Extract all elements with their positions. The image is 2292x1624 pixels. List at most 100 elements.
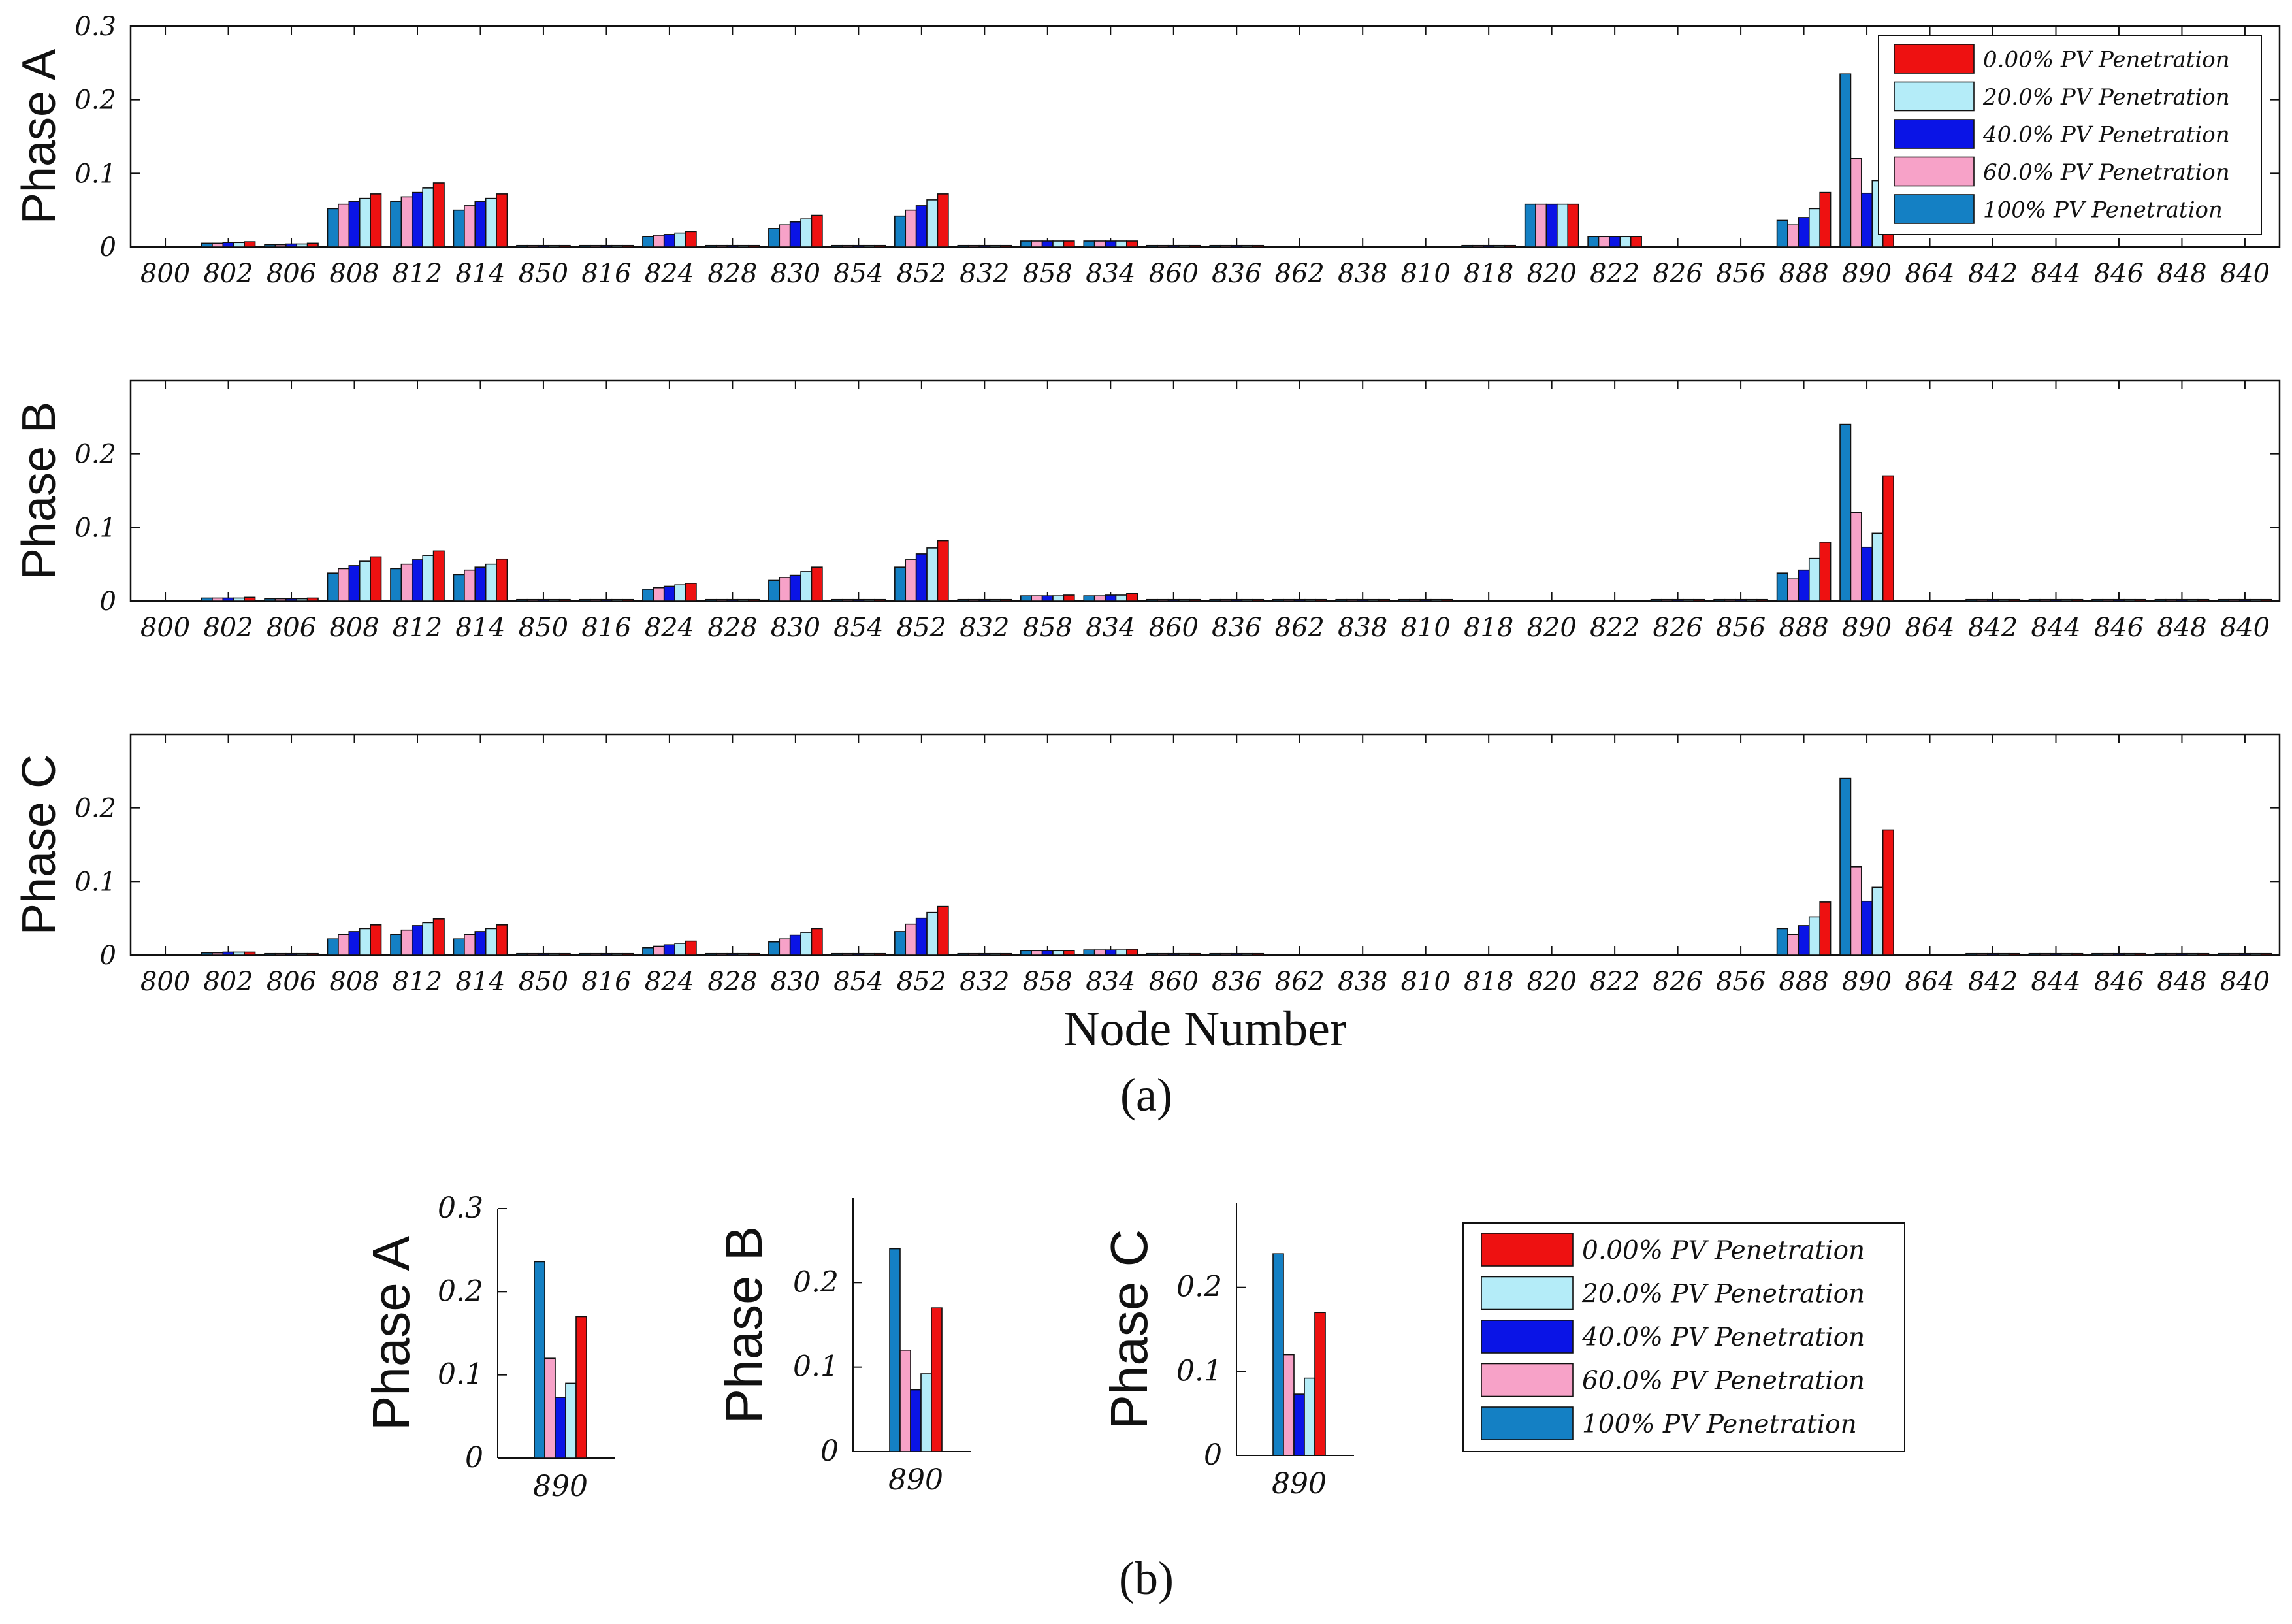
bar-a-phase-b-890-40-0-pv-penetration [1861, 546, 1873, 602]
x-tick-label: 848 [2157, 967, 2206, 997]
x-tick-label: 824 [645, 967, 694, 997]
bar-a-phase-b-808-20-0-pv-penetration [359, 560, 371, 602]
y-tick-label: 0 [100, 587, 116, 617]
bar-a-phase-a-820-60-0-pv-penetration [1535, 203, 1547, 248]
bar-a-phase-a-836-0-00-pv-penetration [1252, 244, 1265, 248]
panel-a-phase-b: 0 0.1 0.2 Phase B 800 802 806 808 812 814 850 816 82… [13, 379, 2281, 643]
bar-a-phase-b-848-60-0-pv-penetration [2165, 598, 2178, 602]
bar-a-phase-b-840-60-0-pv-penetration [2228, 598, 2240, 602]
bar-a-phase-b-838-100-pv-penetration [1335, 598, 1348, 602]
bar-a-phase-b-858-100-pv-penetration [1020, 595, 1032, 602]
y-tick-label: 0.2 [793, 1265, 839, 1299]
bar-a-phase-b-814-60-0-pv-penetration [464, 569, 476, 602]
legend-swatch-40-0-pv-penetration [1894, 119, 1975, 149]
bar-a-phase-b-812-60-0-pv-penetration [400, 563, 413, 602]
x-tick-label: 824 [645, 259, 694, 289]
x-tick-label: 820 [1526, 613, 1576, 643]
legend-label-20-0-pv-penetration: 20.0% PV Penetration [1581, 1280, 1865, 1309]
bar-a-phase-a-812-60-0-pv-penetration [400, 196, 413, 248]
bar-a-phase-c-806-20-0-pv-penetration [296, 952, 308, 956]
bar-a-phase-c-848-20-0-pv-penetration [2186, 952, 2199, 956]
x-tick-label: 844 [2031, 967, 2080, 997]
x-tick-label: 808 [329, 613, 379, 643]
y-axis-label: Phase A [13, 49, 65, 224]
legend-swatch-60-0-pv-penetration [1894, 156, 1975, 187]
bar-a-phase-b-832-0-00-pv-penetration [1000, 598, 1012, 602]
bar-a-phase-b-840-20-0-pv-penetration [2250, 598, 2262, 602]
x-tick-label: 852 [897, 613, 946, 643]
bar-a-phase-c-848-40-0-pv-penetration [2176, 952, 2188, 956]
bar-a-phase-a-818-0-00-pv-penetration [1504, 244, 1516, 248]
bar-a-phase-b-806-20-0-pv-penetration [296, 598, 308, 602]
y-tick-label: 0.1 [74, 159, 116, 189]
x-tick-label: 846 [2094, 259, 2144, 289]
x-tick-label: 890 [1272, 1467, 1327, 1501]
bar-a-phase-a-858-60-0-pv-penetration [1031, 240, 1043, 248]
x-tick-label: 828 [707, 967, 757, 997]
bar-a-phase-a-854-100-pv-penetration [831, 244, 843, 248]
x-tick-label: 802 [203, 259, 253, 289]
bar-a-phase-b-862-100-pv-penetration [1272, 598, 1284, 602]
bar-a-phase-b-834-40-0-pv-penetration [1105, 594, 1117, 602]
bar-a-phase-a-824-0-00-pv-penetration [685, 231, 697, 248]
bar-a-phase-b-838-40-0-pv-penetration [1357, 598, 1369, 602]
bar-a-phase-a-816-100-pv-penetration [579, 244, 591, 248]
bar-a-phase-a-860-60-0-pv-penetration [1157, 244, 1169, 248]
bar-a-phase-c-850-100-pv-penetration [516, 952, 528, 956]
x-tick-label: 808 [329, 259, 379, 289]
bar-a-phase-b-890-20-0-pv-penetration [1871, 532, 1884, 602]
x-axis-label: Node Number [1064, 1001, 1347, 1056]
bar-a-phase-a-824-60-0-pv-penetration [653, 235, 665, 248]
bar-b-phase-c-890-60-0-pv-penetration [1283, 1354, 1295, 1456]
bar-a-phase-b-808-0-00-pv-penetration [370, 556, 382, 602]
bar-a-phase-a-832-20-0-pv-penetration [989, 244, 1001, 248]
bar-a-phase-b-828-40-0-pv-penetration [726, 598, 739, 602]
y-tick-label: 0.3 [438, 1192, 483, 1225]
bar-a-phase-c-816-60-0-pv-penetration [590, 952, 602, 956]
bar-a-phase-b-826-100-pv-penetration [1650, 598, 1662, 602]
x-tick-label: 854 [833, 259, 883, 289]
bar-a-phase-b-824-100-pv-penetration [642, 589, 654, 602]
bar-a-phase-b-888-20-0-pv-penetration [1808, 557, 1820, 602]
x-tick-label: 822 [1590, 967, 1639, 997]
x-tick-label: 858 [1023, 613, 1073, 643]
legend-swatch-20-0-pv-penetration [1481, 1276, 1574, 1310]
bar-b-phase-b-890-60-0-pv-penetration [899, 1350, 911, 1452]
x-tick-label: 800 [140, 613, 190, 643]
bar-a-phase-a-822-60-0-pv-penetration [1598, 236, 1610, 248]
x-tick-label: 862 [1275, 967, 1325, 997]
bar-a-phase-b-842-60-0-pv-penetration [1976, 598, 1988, 602]
bar-a-phase-b-830-60-0-pv-penetration [779, 577, 791, 602]
x-tick-label: 816 [581, 613, 631, 643]
bar-a-phase-b-852-20-0-pv-penetration [926, 547, 939, 602]
bar-a-phase-c-834-60-0-pv-penetration [1093, 949, 1106, 956]
bar-a-phase-c-852-0-00-pv-penetration [937, 905, 949, 956]
bar-a-phase-b-814-20-0-pv-penetration [485, 563, 497, 602]
bar-a-phase-b-856-100-pv-penetration [1713, 598, 1726, 602]
bar-a-phase-b-810-0-00-pv-penetration [1441, 598, 1453, 602]
x-tick-label: 830 [771, 259, 820, 289]
bar-a-phase-c-814-100-pv-penetration [453, 938, 465, 956]
bar-a-phase-b-810-100-pv-penetration [1398, 598, 1410, 602]
bar-a-phase-c-840-100-pv-penetration [2218, 952, 2230, 956]
bar-a-phase-b-852-60-0-pv-penetration [905, 559, 917, 602]
bar-a-phase-c-834-20-0-pv-penetration [1115, 949, 1127, 956]
y-tick-label: 0.2 [1176, 1271, 1222, 1304]
bar-a-phase-c-828-100-pv-penetration [705, 952, 717, 956]
bar-a-phase-c-812-0-00-pv-penetration [432, 918, 445, 956]
bar-a-phase-a-834-60-0-pv-penetration [1093, 240, 1106, 248]
x-tick-label: 864 [1905, 613, 1954, 643]
bar-a-phase-b-840-100-pv-penetration [2218, 598, 2230, 602]
bar-a-phase-b-858-60-0-pv-penetration [1031, 595, 1043, 602]
bar-a-phase-c-806-0-00-pv-penetration [306, 952, 319, 956]
panel-b-phase-a: 0 0.1 0.2 0.3 Phase A 890 [362, 1192, 615, 1503]
x-tick-label: 830 [771, 967, 820, 997]
bar-a-phase-b-842-40-0-pv-penetration [1987, 598, 1999, 602]
bar-a-phase-b-862-40-0-pv-penetration [1293, 598, 1306, 602]
y-tick-label: 0 [820, 1435, 839, 1468]
bar-a-phase-b-826-0-00-pv-penetration [1693, 598, 1705, 602]
panel-a-phase-a: 0 0.1 0.2 0.3 Phase A 800 802 806 808 812 814 850 81… [13, 12, 2281, 289]
bar-a-phase-c-852-60-0-pv-penetration [905, 923, 917, 956]
bar-a-phase-a-818-100-pv-penetration [1461, 244, 1474, 248]
bar-a-phase-c-844-100-pv-penetration [2028, 952, 2041, 956]
